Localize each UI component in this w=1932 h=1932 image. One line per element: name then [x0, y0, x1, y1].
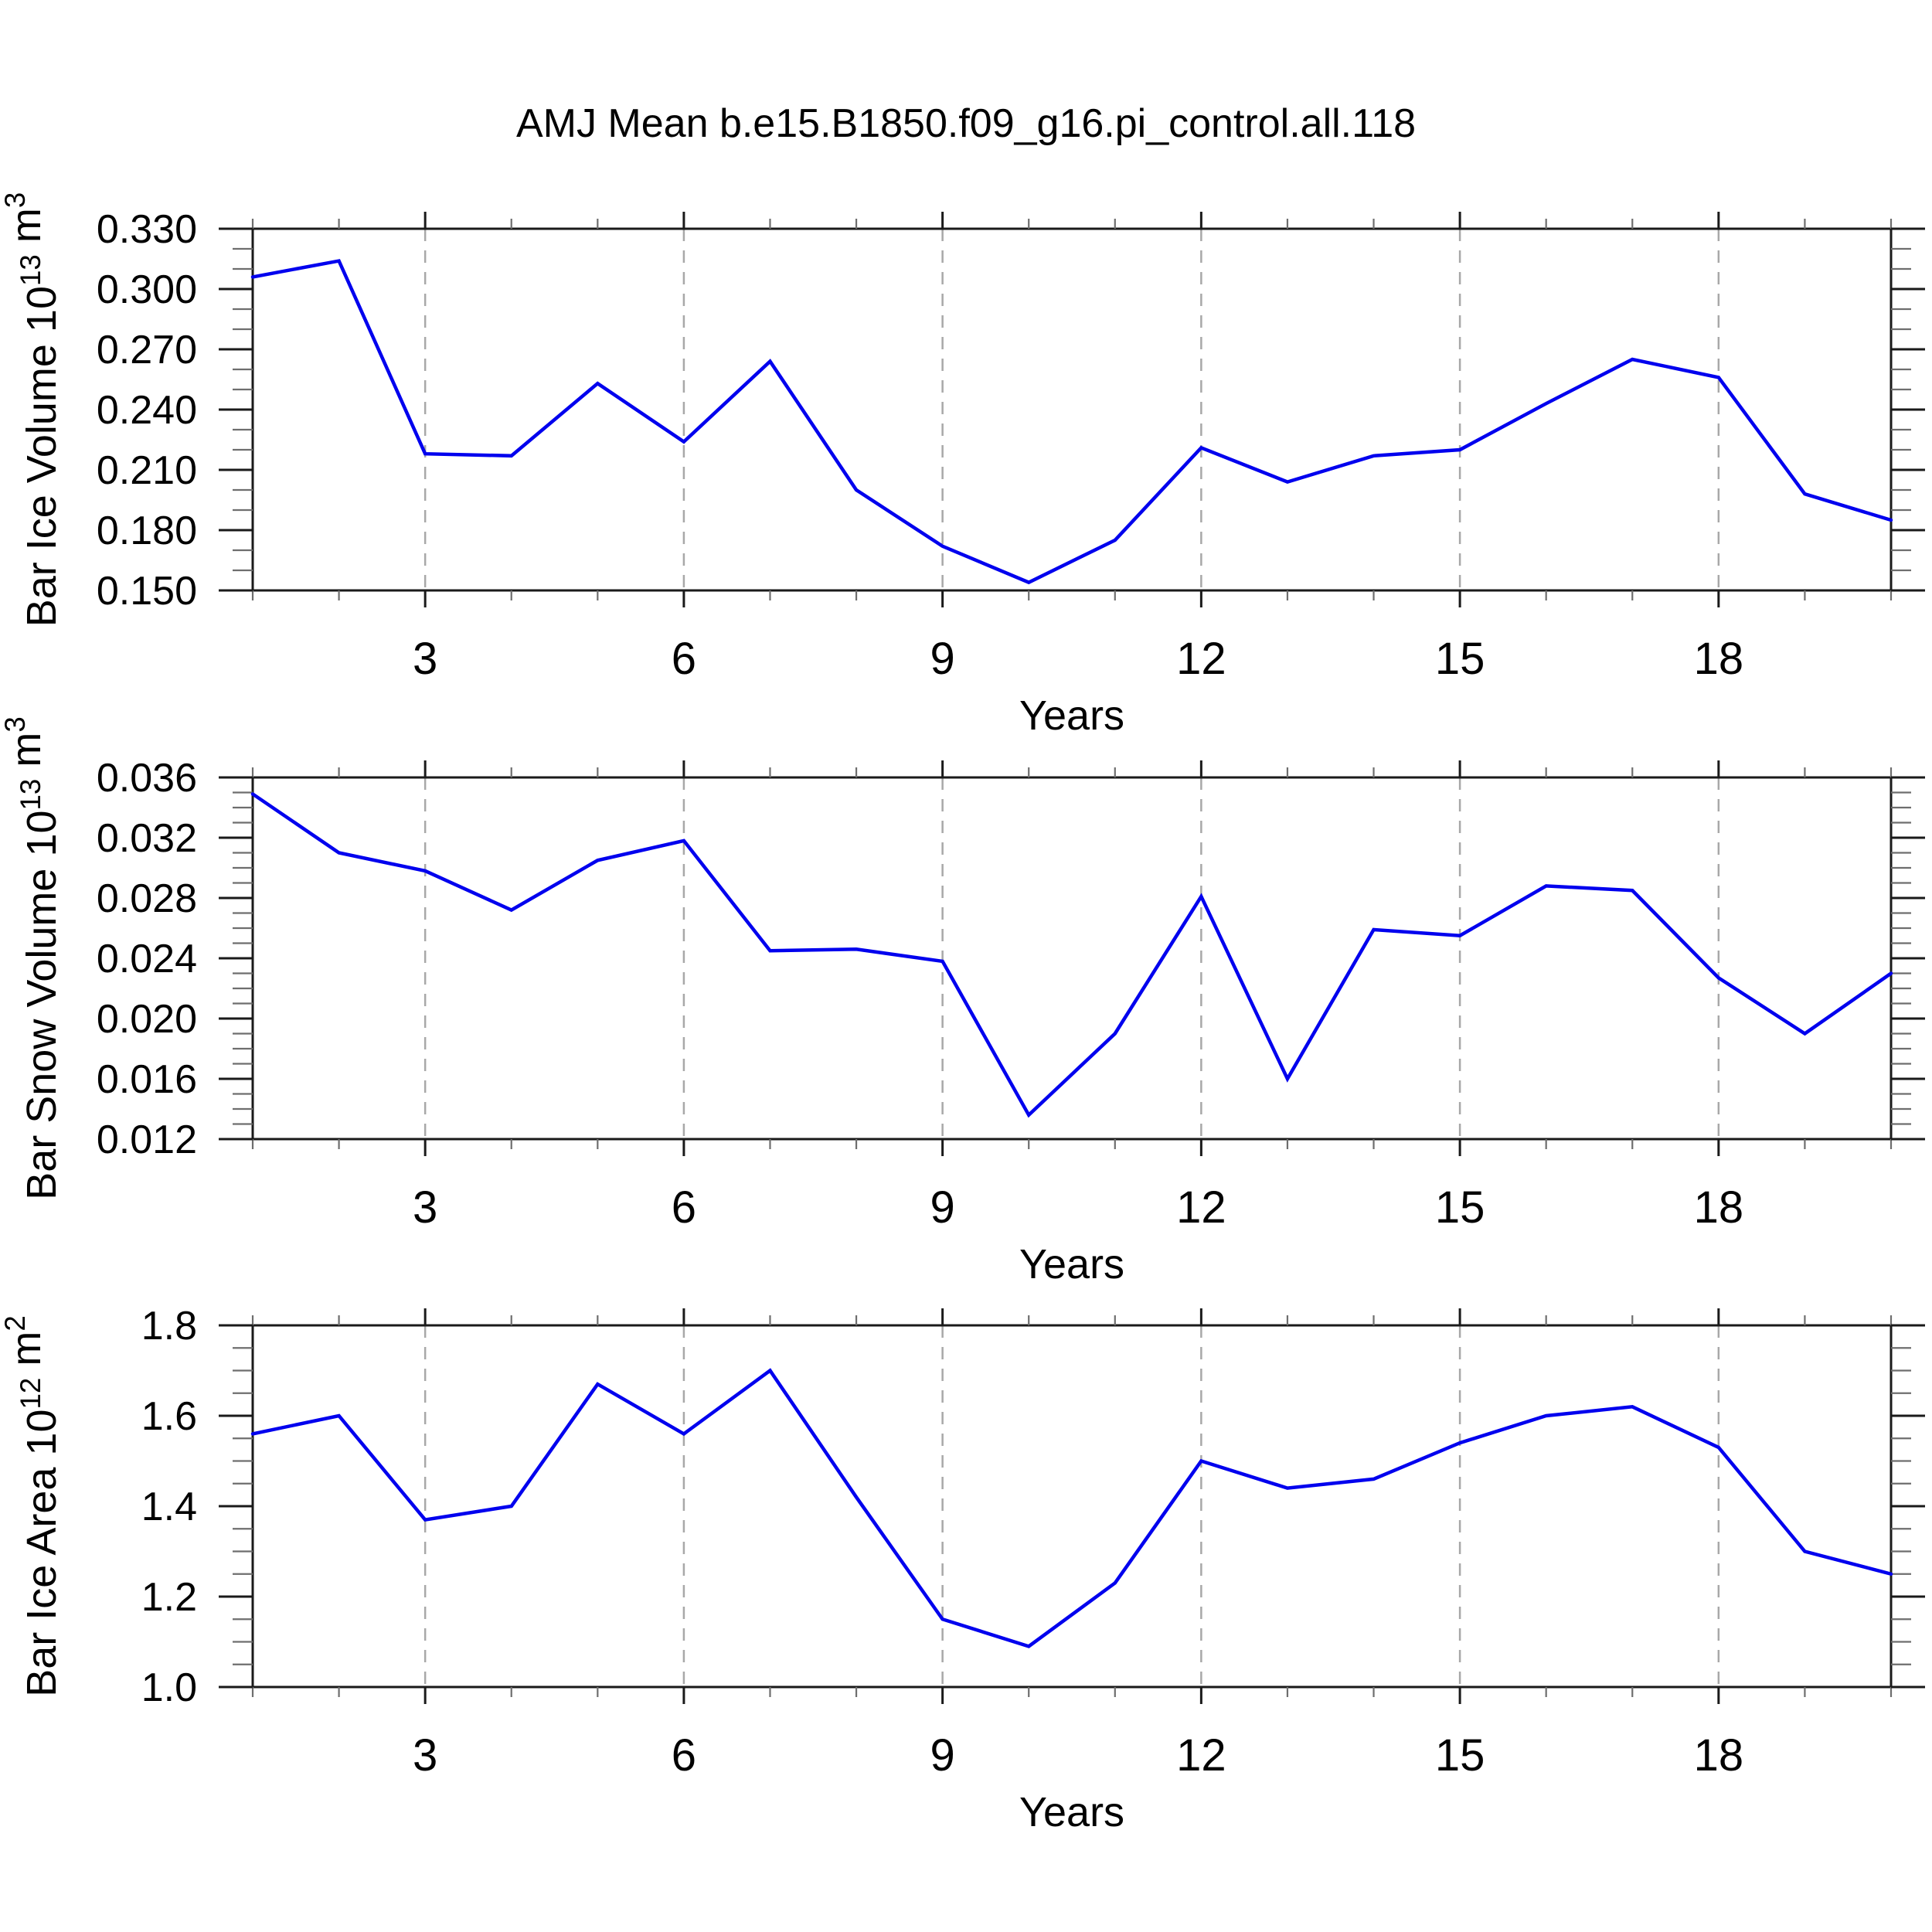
ice-area-panel: 1.8 1.6 1.4 1.2 1.0 3 6 9 12 15 18 Years Bar Ice Are… — [0, 1304, 1925, 1835]
y-tick-label: 1.4 — [141, 1485, 197, 1529]
x-axis-title: Years — [1019, 692, 1124, 739]
snow-volume-panel: 0.036 0.032 0.028 0.024 0.020 0.016 0.012 3 6 9 12… — [0, 716, 1925, 1287]
chart-title: AMJ Mean b.e15.B1850.f09_g16.pi_control.… — [515, 101, 1417, 146]
y-tick-label: 0.330 — [97, 207, 197, 252]
x-tick-label: 3 — [413, 1182, 437, 1233]
y-tick-label: 1.8 — [141, 1304, 197, 1349]
y-axis-title: Bar Ice Area 1012 m2 — [0, 1315, 65, 1697]
y-tick-label: 1.2 — [141, 1575, 197, 1620]
y-tick-label: 0.240 — [97, 388, 197, 433]
y-tick-label: 0.012 — [97, 1117, 197, 1162]
x-tick-label: 3 — [413, 634, 437, 684]
x-axis-title: Years — [1019, 1241, 1124, 1287]
y-tick-label: 0.028 — [97, 876, 197, 921]
x-tick-label: 18 — [1694, 1730, 1744, 1781]
y-tick-label: 0.180 — [97, 509, 197, 553]
y-tick-label: 0.032 — [97, 816, 197, 861]
plot-frame — [251, 227, 1893, 592]
x-tick-label: 9 — [930, 634, 954, 684]
x-axis-title: Years — [1019, 1789, 1124, 1835]
x-tick-label: 3 — [413, 1730, 437, 1781]
x-tick-label: 12 — [1176, 634, 1226, 684]
x-tick-label: 6 — [672, 1730, 696, 1781]
ice-volume-panel: 0.330 0.300 0.270 0.240 0.210 0.180 0.150 3 6 9 12… — [0, 192, 1925, 739]
plot-frame — [251, 776, 1893, 1141]
data-line — [250, 792, 1893, 1118]
x-tick-label: 15 — [1435, 634, 1485, 684]
y-tick-label: 1.0 — [141, 1665, 197, 1710]
y-tick-label: 0.024 — [97, 937, 197, 981]
x-tick-label: 12 — [1176, 1730, 1226, 1781]
x-tick-label: 15 — [1435, 1730, 1485, 1781]
y-tick-label: 0.150 — [97, 569, 197, 614]
y-tick-label: 0.300 — [97, 267, 197, 312]
y-tick-label: 0.020 — [97, 997, 197, 1042]
y-axis-title: Bar Snow Volume 1013 m3 — [0, 716, 65, 1200]
x-tick-label: 18 — [1694, 1182, 1744, 1233]
data-line — [250, 259, 1893, 585]
plot-frame — [251, 1324, 1893, 1689]
x-tick-label: 12 — [1176, 1182, 1226, 1233]
y-tick-label: 0.210 — [97, 448, 197, 493]
y-tick-label: 0.036 — [97, 756, 197, 801]
data-line — [250, 1368, 1893, 1648]
y-tick-label: 0.270 — [97, 328, 197, 372]
y-tick-label: 1.6 — [141, 1394, 197, 1439]
x-tick-label: 9 — [930, 1730, 954, 1781]
x-tick-label: 15 — [1435, 1182, 1485, 1233]
y-tick-label: 0.016 — [97, 1057, 197, 1102]
y-axis-title: Bar Ice Volume 1013 m3 — [0, 192, 65, 628]
x-tick-label: 18 — [1694, 634, 1744, 684]
x-tick-label: 9 — [930, 1182, 954, 1233]
x-tick-label: 6 — [672, 1182, 696, 1233]
x-tick-label: 6 — [672, 634, 696, 684]
